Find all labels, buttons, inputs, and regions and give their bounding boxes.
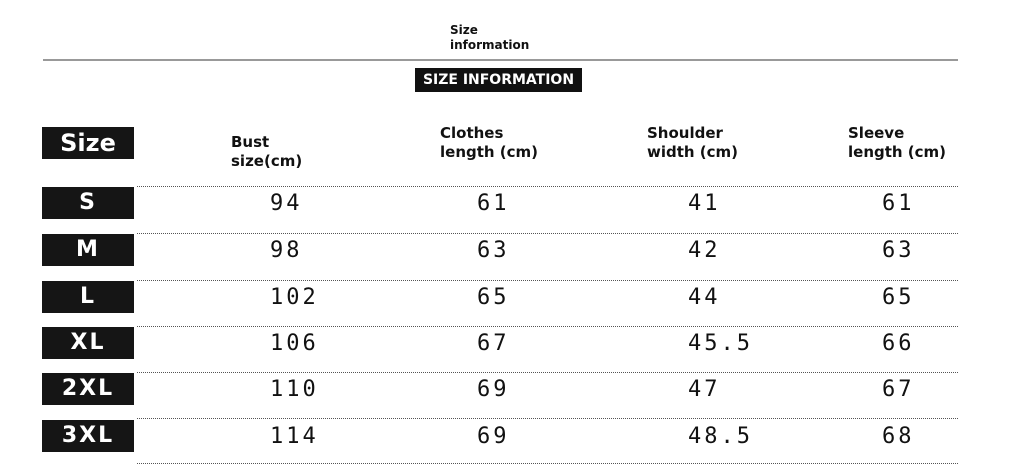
cell-value: 61: [882, 191, 915, 216]
cell-value: 94: [270, 191, 303, 216]
column-header: Clothes length (cm): [440, 124, 539, 161]
row-divider: [137, 372, 958, 373]
size-header: Size: [42, 127, 134, 159]
size-label: M: [42, 234, 134, 266]
cell-value: 68: [882, 424, 915, 449]
cell-value: 63: [477, 238, 510, 263]
cell-value: 42: [688, 238, 721, 263]
size-label: XL: [42, 327, 134, 359]
cell-value: 69: [477, 377, 510, 402]
cell-value: 102: [270, 285, 319, 310]
cell-value: 47: [688, 377, 721, 402]
banner: SIZE INFORMATION: [415, 68, 582, 92]
size-label: S: [42, 187, 134, 219]
cell-value: 110: [270, 377, 319, 402]
size-label: 2XL: [42, 373, 134, 405]
cell-value: 66: [882, 331, 915, 356]
cell-value: 41: [688, 191, 721, 216]
cell-value: 114: [270, 424, 319, 449]
cell-value: 67: [882, 377, 915, 402]
row-divider: [137, 418, 958, 419]
cell-value: 61: [477, 191, 510, 216]
cell-value: 69: [477, 424, 510, 449]
column-header: Sleeve length (cm): [848, 124, 947, 161]
title: Size information: [450, 23, 530, 52]
size-label: L: [42, 281, 134, 313]
column-header: Shoulder width (cm): [647, 124, 739, 161]
cell-value: 45.5: [688, 331, 753, 356]
cell-value: 63: [882, 238, 915, 263]
size-label: 3XL: [42, 420, 134, 452]
cell-value: 44: [688, 285, 721, 310]
cell-value: 67: [477, 331, 510, 356]
cell-value: 65: [882, 285, 915, 310]
cell-value: 65: [477, 285, 510, 310]
row-divider: [137, 233, 958, 234]
cell-value: 98: [270, 238, 303, 263]
divider: [43, 59, 958, 61]
row-divider: [137, 186, 958, 187]
row-divider: [137, 280, 958, 281]
column-header: Bust size(cm): [231, 133, 303, 170]
row-divider: [137, 326, 958, 327]
cell-value: 48.5: [688, 424, 753, 449]
cell-value: 106: [270, 331, 319, 356]
